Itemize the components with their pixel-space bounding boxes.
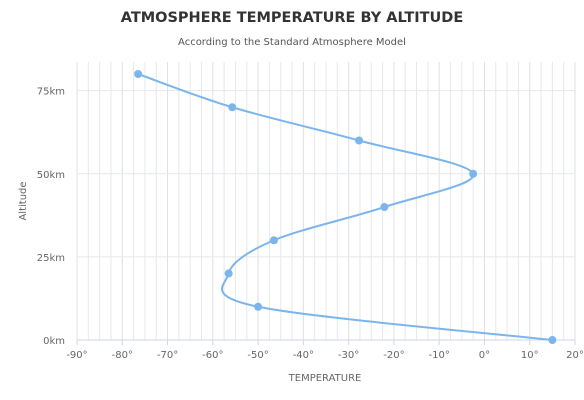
data-point[interactable]	[380, 203, 389, 211]
x-tick-label: 0°	[479, 350, 490, 361]
grid	[76, 62, 576, 341]
data-point[interactable]	[224, 269, 233, 278]
series	[134, 70, 557, 344]
x-axis-title: TEMPERATURE	[288, 373, 362, 384]
x-tick-label: -30°	[338, 350, 359, 361]
data-point[interactable]	[355, 136, 364, 145]
x-axis: -90° -80° -70° -60° -50° -40° -30° -20° -10° 0° 10…	[66, 340, 584, 361]
y-tick-label: 25km	[37, 253, 65, 264]
chart-subtitle: According to the Standard Atmosphere Mod…	[178, 37, 406, 48]
y-tick-label: 0km	[43, 336, 65, 347]
y-axis-title: Altitude	[18, 181, 29, 220]
y-tick-label: 75km	[37, 87, 65, 98]
x-tick-label: 10°	[521, 350, 539, 361]
x-tick-label: -10°	[429, 350, 450, 361]
x-tick-label: -80°	[112, 350, 133, 361]
data-point[interactable]	[269, 236, 278, 245]
data-point[interactable]	[548, 336, 557, 344]
chart-title: ATMOSPHERE TEMPERATURE BY ALTITUDE	[121, 10, 464, 26]
data-point[interactable]	[254, 302, 263, 311]
x-tick-label: -20°	[383, 350, 404, 361]
data-point[interactable]	[469, 169, 478, 178]
x-tick-label: -60°	[202, 350, 223, 361]
x-tick-label: -40°	[293, 350, 314, 361]
x-tick-label: -50°	[247, 350, 268, 361]
plot-area: 0km 25km 50km 75km -90° -80° -70° -60° -50° -40°…	[37, 62, 584, 361]
series-line	[137, 73, 554, 341]
x-tick-label: 20°	[566, 350, 584, 361]
y-axis: 0km 25km 50km 75km	[37, 87, 65, 347]
data-point[interactable]	[134, 70, 143, 78]
x-tick-label: -70°	[157, 350, 178, 361]
y-tick-label: 50km	[37, 170, 65, 181]
x-tick-label: -90°	[66, 350, 87, 361]
data-point[interactable]	[228, 103, 237, 112]
